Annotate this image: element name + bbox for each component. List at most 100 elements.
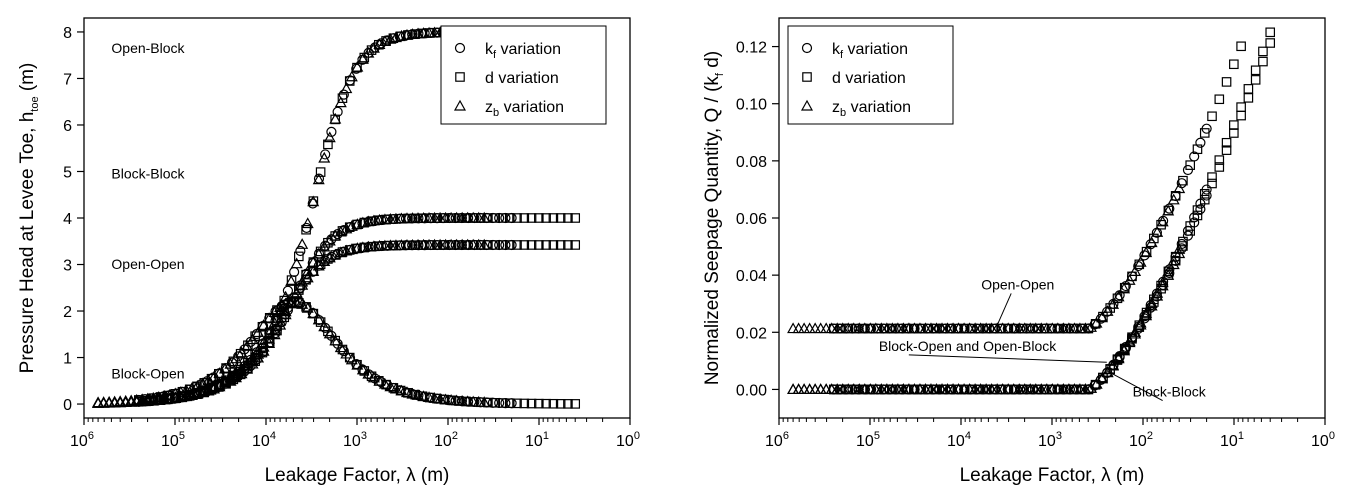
y-tick-label: 2 xyxy=(63,304,72,321)
square-marker xyxy=(497,240,508,250)
legend-label-main: d variation xyxy=(832,70,906,87)
x-tick-label: 101 xyxy=(1220,430,1244,450)
triangle-marker xyxy=(257,319,270,330)
triangle-marker xyxy=(263,332,276,344)
triangle-marker xyxy=(296,298,309,309)
triangle-marker xyxy=(213,378,226,390)
square-marker xyxy=(504,398,515,408)
triangle-marker xyxy=(1112,290,1125,302)
y-tick-label: 0 xyxy=(63,397,72,414)
triangle-marker xyxy=(412,389,425,400)
legend-label: zb variation xyxy=(485,99,564,119)
triangle-marker xyxy=(1156,279,1169,291)
square-marker xyxy=(512,240,522,250)
triangle-marker xyxy=(207,370,220,382)
square-marker xyxy=(1192,210,1203,221)
square-marker xyxy=(526,398,537,409)
triangle-marker xyxy=(367,41,380,53)
triangle-marker xyxy=(312,247,325,259)
circle-marker xyxy=(506,239,517,251)
triangle-marker xyxy=(378,377,391,389)
y-axis-title-main: Normalized Seepage Quantity, Q / (k xyxy=(702,76,723,386)
square-marker xyxy=(519,240,530,250)
triangle-marker xyxy=(1162,204,1175,216)
triangle-marker xyxy=(478,396,491,408)
square-marker xyxy=(323,139,333,150)
triangle-marker xyxy=(340,347,353,359)
triangle-marker xyxy=(1118,282,1131,294)
x-tick-exponent: 5 xyxy=(179,430,185,442)
x-axis-title: Leakage Factor, λ (m) xyxy=(265,465,450,486)
x-tick-label: 100 xyxy=(1311,430,1335,450)
legend-circle-marker xyxy=(454,42,466,54)
triangle-marker xyxy=(384,380,397,392)
square-marker xyxy=(570,399,581,409)
square-marker xyxy=(264,327,275,338)
curve-label: Block-Open and Open-Block xyxy=(879,338,1057,354)
legend-label-main: z xyxy=(485,99,493,116)
triangle-marker xyxy=(334,96,347,108)
x-tick-label: 101 xyxy=(525,430,549,450)
legend-circle-marker xyxy=(801,42,813,54)
square-marker xyxy=(555,240,566,250)
legend-label-suffix: variation xyxy=(846,99,911,116)
square-marker xyxy=(1250,75,1261,85)
triangle-marker xyxy=(274,314,287,326)
triangle-marker xyxy=(450,394,463,406)
triangle-marker xyxy=(456,394,469,406)
legend-label-suffix: variation xyxy=(496,41,561,58)
y-axis-title-sub: toe xyxy=(29,96,41,111)
triangle-marker xyxy=(1145,299,1158,311)
triangle-marker xyxy=(395,384,408,396)
square-marker xyxy=(570,213,581,223)
triangle-marker xyxy=(351,358,364,370)
x-tick-label: 105 xyxy=(161,430,185,450)
y-tick-label: 0.08 xyxy=(736,154,767,171)
triangle-marker xyxy=(345,353,358,365)
legend-box xyxy=(787,25,954,125)
square-marker xyxy=(1214,155,1225,165)
triangle-marker xyxy=(252,347,265,359)
triangle-marker xyxy=(351,60,364,72)
triangle-marker xyxy=(1140,307,1153,318)
triangle-marker xyxy=(301,301,314,313)
legend-label-main: z xyxy=(832,99,840,116)
square-marker xyxy=(243,340,253,351)
legend-label-sub: f xyxy=(840,49,844,61)
triangle-marker xyxy=(373,38,386,49)
legend-label-suffix: variation xyxy=(499,99,564,116)
triangle-marker xyxy=(1156,276,1169,288)
x-tick-exponent: 0 xyxy=(634,430,640,442)
x-tick-label: 104 xyxy=(252,430,276,450)
legend-label: zb variation xyxy=(832,99,911,119)
square-marker xyxy=(1243,93,1254,103)
y-axis-title-main: Pressure Head at Levee Toe, h xyxy=(17,112,38,374)
square-marker xyxy=(548,398,559,409)
x-tick-label: 105 xyxy=(856,430,880,450)
triangle-marker xyxy=(329,334,342,346)
circle-marker xyxy=(1195,137,1206,148)
square-marker xyxy=(1258,46,1268,57)
circle-marker xyxy=(506,398,517,409)
square-marker xyxy=(294,251,304,262)
circle-marker xyxy=(338,89,349,100)
square-marker xyxy=(519,213,530,223)
triangle-marker xyxy=(307,265,320,276)
triangle-marker xyxy=(1167,193,1180,205)
x-tick-exponent: 3 xyxy=(361,430,367,442)
square-marker xyxy=(1229,59,1239,70)
triangle-marker xyxy=(1134,255,1147,267)
curve-label-leader xyxy=(908,354,1107,363)
legend-label-sub: b xyxy=(493,107,499,119)
circle-marker xyxy=(506,212,517,224)
triangle-marker xyxy=(196,377,209,389)
square-marker xyxy=(1250,65,1261,76)
square-marker xyxy=(555,213,566,223)
triangle-marker xyxy=(224,357,237,369)
circle-marker xyxy=(1182,164,1194,176)
triangle-marker xyxy=(301,217,314,229)
legend-label: kf variation xyxy=(832,41,908,61)
triangle-marker xyxy=(362,367,375,379)
square-marker xyxy=(519,398,530,409)
